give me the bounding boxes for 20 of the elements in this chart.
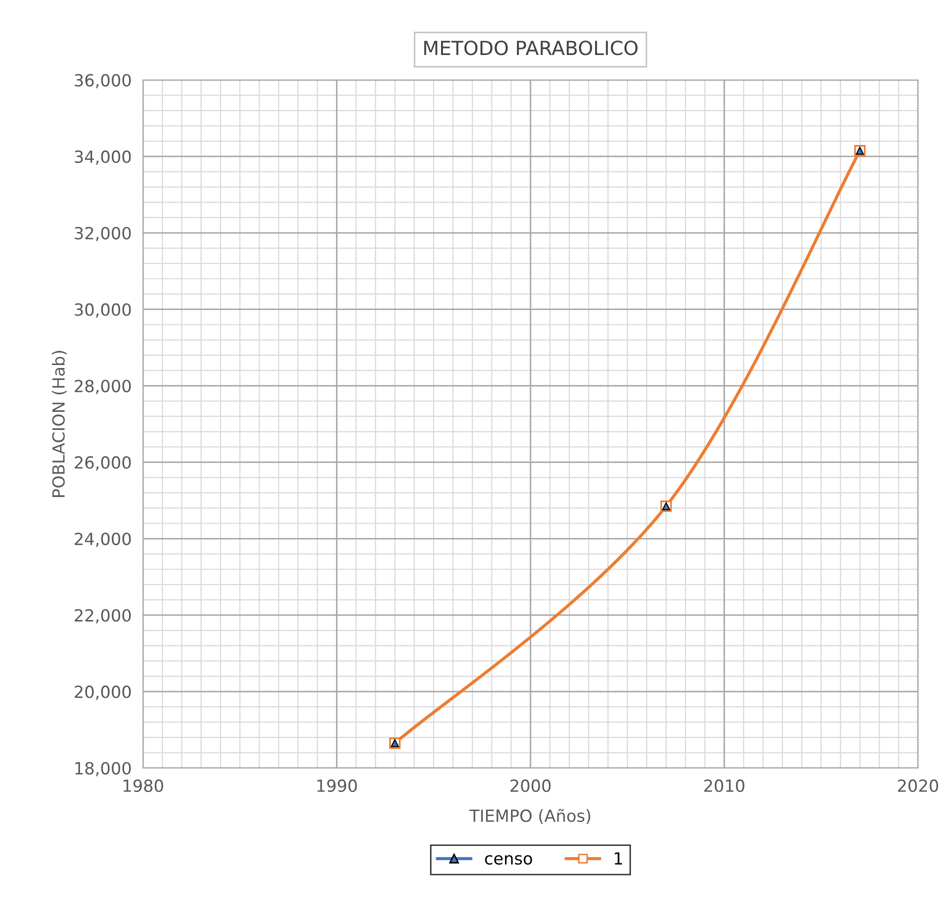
- legend-label: censo: [485, 855, 532, 865]
- legend-label: 1: [614, 852, 622, 864]
- y-tick-label: 24,000: [74, 532, 131, 547]
- y-tick-label: 26,000: [74, 456, 131, 470]
- x-tick-label: 1990: [317, 779, 357, 792]
- y-axis-title: POBLACION (Hab): [52, 350, 67, 497]
- y-tick-label: 22,000: [74, 609, 131, 624]
- y-tick-label: 28,000: [74, 380, 131, 394]
- chart-title: METODO PARABOLICO: [424, 40, 638, 56]
- x-axis-title: TIEMPO (Años): [469, 808, 590, 824]
- y-tick-label: 20,000: [74, 686, 131, 700]
- x-tick-label: 2010: [704, 779, 744, 792]
- y-tick-label: 36,000: [74, 74, 131, 88]
- x-tick-label: 2000: [510, 779, 551, 792]
- y-tick-label: 34,000: [74, 150, 131, 165]
- y-tick-label: 18,000: [75, 762, 131, 776]
- x-tick-label: 2020: [898, 779, 938, 792]
- y-tick-label: 30,000: [74, 303, 131, 318]
- y-tick-label: 32,000: [74, 226, 131, 242]
- x-tick-label: 1980: [124, 779, 164, 792]
